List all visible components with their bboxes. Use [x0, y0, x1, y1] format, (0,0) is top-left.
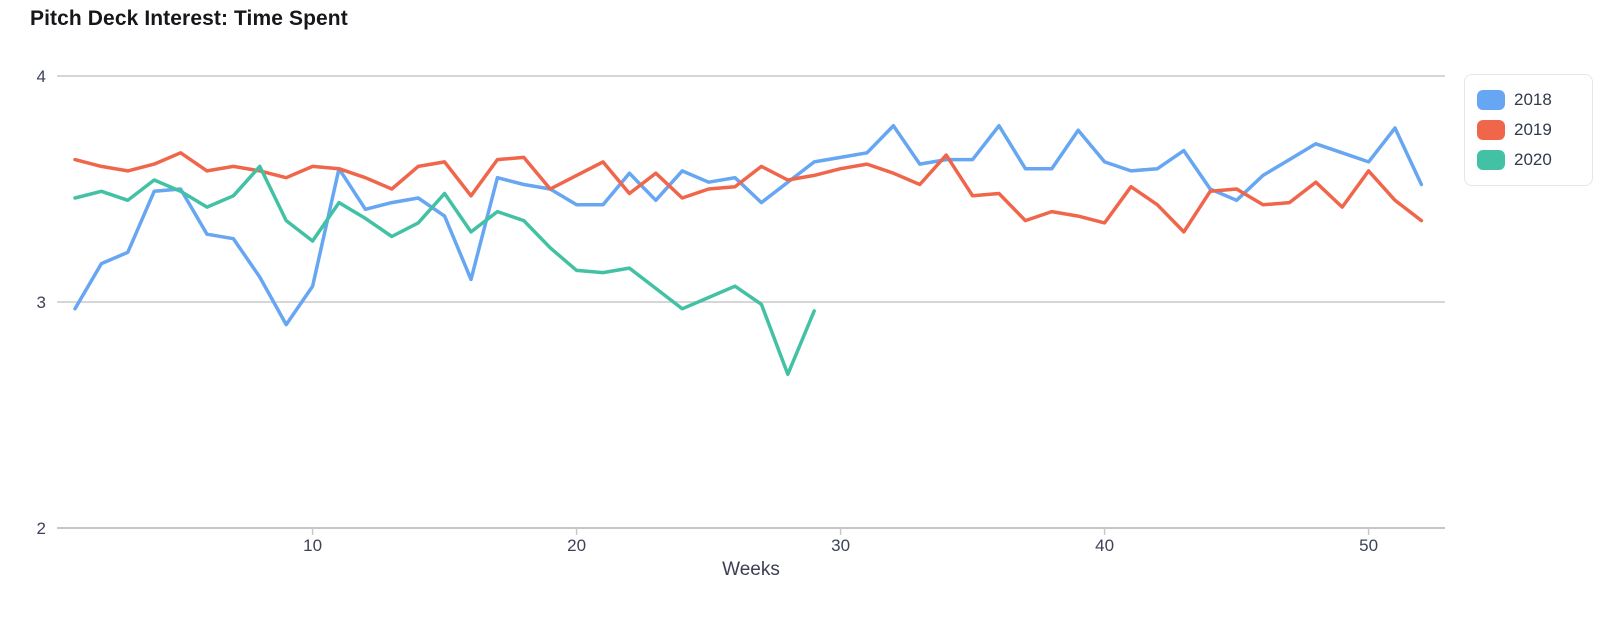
series-line-2018[interactable] — [73, 123, 1424, 327]
legend-item-2018[interactable]: 2018 — [1477, 90, 1582, 110]
legend: 2018 2019 2020 — [1464, 74, 1593, 186]
legend-item-label: 2019 — [1514, 120, 1552, 139]
y-tick-label-3: 3 — [37, 293, 46, 312]
chart-title: Pitch Deck Interest: Time Spent — [30, 7, 348, 30]
legend-swatch-2020 — [1477, 150, 1505, 170]
legend-swatch-2018 — [1477, 90, 1505, 110]
x-axis-title: Weeks — [722, 559, 780, 580]
y-tick-label-2: 2 — [37, 519, 46, 538]
legend-item-label: 2018 — [1514, 90, 1552, 109]
y-tick-label-4: 4 — [37, 67, 46, 86]
x-tick-label-30: 30 — [831, 536, 850, 555]
legend-swatch-2019 — [1477, 120, 1505, 140]
x-tick-label-40: 40 — [1095, 536, 1114, 555]
x-tick-label-50: 50 — [1359, 536, 1378, 555]
legend-item-2019[interactable]: 2019 — [1477, 120, 1582, 140]
series-line-2019[interactable] — [73, 151, 1424, 234]
legend-item-2020[interactable]: 2020 — [1477, 150, 1582, 170]
x-tick-label-20: 20 — [567, 536, 586, 555]
series-line-2020[interactable] — [73, 164, 816, 377]
legend-item-label: 2020 — [1514, 150, 1552, 169]
x-tick-label-10: 10 — [303, 536, 322, 555]
